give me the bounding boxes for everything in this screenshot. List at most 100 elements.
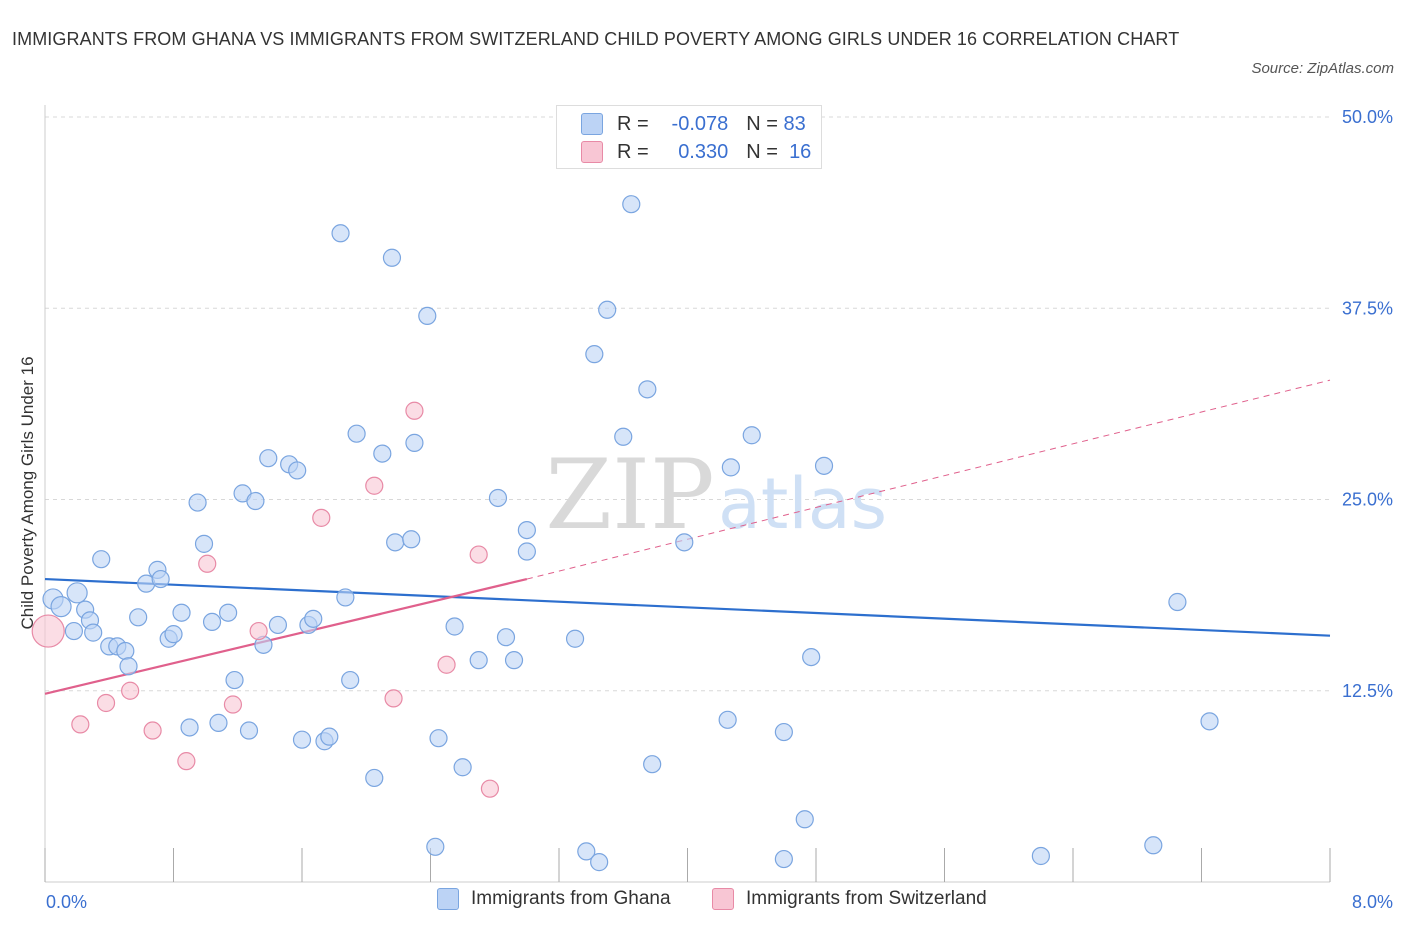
switzerland-n-label: N = <box>746 140 778 163</box>
point-ghana <box>202 612 222 632</box>
point-ghana <box>188 493 207 512</box>
point-ghana <box>638 380 657 399</box>
y-tick-label: 37.5% <box>1342 298 1393 318</box>
point-ghana <box>721 458 740 477</box>
legend-swatch-switzerland <box>712 888 734 910</box>
watermark-atlas: atlas <box>718 463 887 545</box>
point-ghana <box>742 426 761 445</box>
point-ghana <box>268 615 288 635</box>
point-ghana <box>577 842 596 861</box>
stats-row-switzerland: R = 0.330 N = 16 <box>581 139 811 165</box>
point-ghana <box>622 195 641 214</box>
watermark-zip: ZIP <box>545 439 714 551</box>
point-ghana <box>64 621 84 641</box>
point-ghana <box>504 651 524 670</box>
point-ghana <box>304 609 323 628</box>
point-switzerland <box>198 554 217 573</box>
grid-layer <box>45 116 1330 692</box>
y-axis-label: Child Poverty Among Girls Under 16 <box>18 356 37 630</box>
legend-item-ghana[interactable]: Immigrants from Ghana <box>437 888 671 910</box>
point-ghana <box>246 491 265 511</box>
point-ghana <box>675 533 694 552</box>
point-switzerland <box>143 721 162 740</box>
point-ghana <box>92 550 111 569</box>
legend-swatch-ghana <box>437 888 459 910</box>
point-ghana <box>643 755 662 774</box>
point-ghana <box>405 433 424 452</box>
trend-line-switzerland-projection <box>526 379 1331 580</box>
point-ghana <box>614 427 633 446</box>
ghana-r-value: -0.078 <box>671 112 729 135</box>
legend-label-ghana: Immigrants from Ghana <box>471 888 671 909</box>
axis-layer <box>44 105 1331 883</box>
point-ghana <box>194 534 214 553</box>
point-ghana <box>565 629 585 648</box>
point-ghana <box>219 603 238 622</box>
point-ghana <box>225 670 244 690</box>
point-ghana <box>585 345 604 364</box>
trend-line-ghana <box>44 577 1331 637</box>
tick-label-layer: 12.5% 25.0% 37.5% 50.0% 0.0% 8.0% <box>46 107 1393 912</box>
watermark: ZIP atlas <box>545 439 887 551</box>
point-ghana <box>259 449 278 468</box>
point-ghana <box>774 722 793 742</box>
ghana-n-label: N = <box>746 112 778 135</box>
point-ghana <box>469 651 488 670</box>
legend-item-switzerland[interactable]: Immigrants from Switzerland <box>712 888 987 910</box>
point-switzerland <box>249 621 268 641</box>
point-switzerland <box>384 689 403 708</box>
point-ghana <box>488 488 508 508</box>
source-label: Source: ZipAtlas.com <box>1251 60 1394 77</box>
point-ghana <box>373 444 392 463</box>
x-tick-label: 0.0% <box>46 892 87 912</box>
point-ghana <box>814 456 834 475</box>
point-ghana <box>418 306 437 325</box>
point-ghana <box>802 647 821 667</box>
point-switzerland <box>96 693 116 713</box>
stats-row-ghana: R = -0.078 N = 83 <box>581 111 806 137</box>
point-ghana <box>239 721 259 740</box>
point-ghana <box>66 582 88 604</box>
point-switzerland <box>480 779 500 798</box>
point-ghana <box>331 224 350 243</box>
point-ghana <box>774 849 793 869</box>
point-ghana <box>288 461 307 480</box>
point-ghana <box>1168 592 1187 612</box>
point-ghana <box>590 853 609 872</box>
point-ghana <box>496 628 516 647</box>
point-switzerland <box>71 715 90 734</box>
point-switzerland <box>121 681 140 700</box>
point-switzerland <box>223 695 243 714</box>
point-ghana <box>292 730 312 749</box>
point-ghana <box>50 595 72 618</box>
point-ghana <box>429 729 448 748</box>
switzerland-r-label: R = <box>617 140 649 163</box>
switzerland-swatch <box>581 141 603 163</box>
point-ghana <box>517 520 536 540</box>
point-ghana <box>598 300 617 319</box>
point-ghana <box>151 569 170 589</box>
points-layer <box>31 132 1219 872</box>
point-switzerland <box>437 655 456 674</box>
point-ghana <box>116 641 135 661</box>
point-ghana <box>517 542 536 561</box>
point-ghana <box>129 608 148 627</box>
x-tick-label: 8.0% <box>1352 892 1393 912</box>
ghana-n-value: 83 <box>783 112 806 135</box>
ghana-r-label: R = <box>617 112 649 135</box>
switzerland-n-value: 16 <box>789 140 812 163</box>
point-ghana <box>365 768 384 788</box>
point-switzerland <box>177 752 196 771</box>
point-ghana <box>84 623 103 642</box>
trend-line-switzerland <box>44 577 528 695</box>
y-tick-label: 25.0% <box>1342 490 1393 510</box>
chart-title: IMMIGRANTS FROM GHANA VS IMMIGRANTS FROM… <box>12 29 1180 49</box>
point-ghana <box>347 424 366 443</box>
point-ghana <box>172 603 191 622</box>
point-switzerland <box>31 614 65 648</box>
point-ghana <box>180 718 199 737</box>
point-ghana <box>445 617 464 636</box>
point-ghana <box>341 670 360 690</box>
point-ghana <box>453 758 472 777</box>
